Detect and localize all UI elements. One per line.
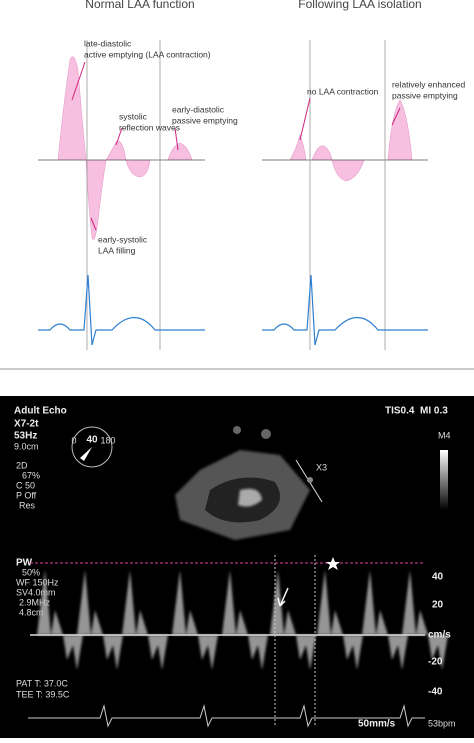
- annotation-leader: [71, 61, 401, 231]
- scale-label: 40: [432, 572, 444, 583]
- panel-title: Normal LAA function: [85, 0, 194, 11]
- doppler-envelope: [362, 570, 408, 670]
- label: 4.8cm: [19, 607, 44, 617]
- label: PAT T: 37.0C: [16, 678, 68, 688]
- ecg-trace: [28, 704, 425, 728]
- label: TIS0.4: [385, 406, 415, 417]
- doppler-envelope: [270, 570, 316, 670]
- label: PW: [16, 558, 33, 569]
- flow-waveform: [57, 56, 413, 240]
- scale-label: -20: [428, 657, 443, 668]
- annotation-text: LAA filling: [98, 245, 136, 255]
- diagram: Normal LAA function Following LAA isolat…: [38, 0, 466, 350]
- label: 0: [71, 435, 76, 445]
- label: 50%: [22, 567, 40, 577]
- doppler-envelope: [37, 570, 83, 670]
- scale-label: 20: [432, 600, 444, 611]
- label: MI 0.3: [420, 406, 448, 417]
- annotation-text: relatively enhanced: [392, 79, 466, 89]
- label: 180: [100, 435, 115, 445]
- annotation-text: early-systolic: [98, 234, 148, 244]
- icon: [233, 426, 241, 434]
- angle-pointer: [80, 447, 92, 461]
- label: 9.0cm: [14, 441, 39, 451]
- label: X3: [316, 462, 327, 472]
- star: [326, 557, 340, 570]
- annotation-text: systolic: [119, 111, 148, 121]
- label: SV4.0mm: [16, 587, 56, 597]
- annotation-text: early-diastolic: [172, 104, 225, 114]
- annotation-text: active emptying (LAA contraction): [84, 49, 211, 59]
- label: P Off: [16, 490, 37, 500]
- label: X7-2t: [14, 419, 39, 430]
- separator: [0, 368, 474, 370]
- doppler-envelope: [402, 570, 448, 670]
- annotation-text: passive emptying: [392, 90, 458, 100]
- annotations: late-diastolic active emptying (LAA cont…: [84, 38, 466, 255]
- doppler-envelope: [77, 570, 123, 670]
- ecg-trace: [38, 274, 428, 346]
- annotation-text: late-diastolic: [84, 38, 132, 48]
- label: TEE T: 39.5C: [16, 689, 70, 699]
- label: M4: [438, 430, 451, 440]
- label: WF 150Hz: [16, 577, 59, 587]
- scale-label: cm/s: [428, 630, 451, 641]
- echo-screen: Adult Echo X7-2t 53Hz 9.0cm TIS0.4 MI 0.…: [0, 396, 474, 738]
- mode-pw: PW 50% WF 150Hz SV4.0mm 2.9MHz 4.8cm: [16, 558, 59, 618]
- label: 2D: [16, 460, 28, 470]
- mode-2d: 2D 67% C 50 P Off Res: [16, 460, 40, 510]
- label: 67%: [22, 470, 40, 480]
- annotation-text: passive emptying: [172, 115, 238, 125]
- timing-line: [86, 40, 386, 350]
- label: 53bpm: [428, 718, 456, 728]
- ultrasound-tissue: [238, 488, 262, 507]
- annotation-text: reflection waves: [119, 122, 180, 132]
- label: 2.9MHz: [19, 597, 51, 607]
- velocity-scale: 40 20 cm/s -20 -40: [428, 572, 451, 698]
- plane-marker: [307, 477, 313, 483]
- label: Res: [19, 500, 36, 510]
- label: C 50: [16, 480, 35, 490]
- scale-label: -40: [428, 687, 443, 698]
- annotation-text: no LAA contraction: [307, 86, 379, 96]
- angle-dial: [71, 426, 113, 468]
- echo-background: [0, 396, 474, 738]
- arrow: [277, 587, 289, 607]
- label: 40: [86, 435, 98, 446]
- label: 50mm/s: [358, 719, 396, 730]
- label: 53Hz: [14, 431, 37, 442]
- doppler-envelope: [122, 570, 168, 670]
- panel-title: Following LAA isolation: [298, 0, 421, 11]
- label: Adult Echo: [14, 406, 67, 417]
- doppler-envelope: [222, 570, 268, 670]
- doppler-envelope: [317, 570, 363, 670]
- gray-bar: [440, 450, 448, 510]
- icon: [261, 429, 271, 439]
- doppler-spectrum: [37, 570, 448, 670]
- doppler-envelope: [172, 570, 218, 670]
